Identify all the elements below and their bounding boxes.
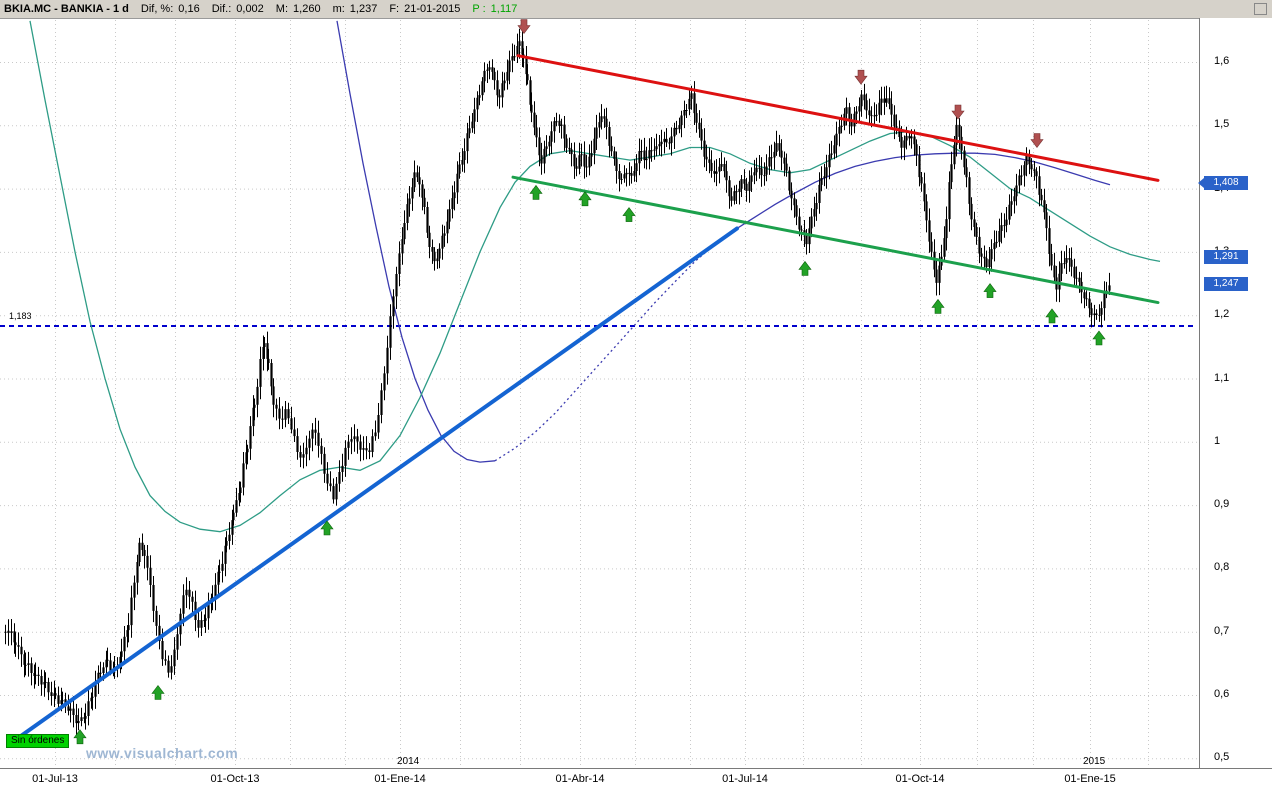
price-axis-label: 0,6 (1214, 688, 1230, 700)
price-axis-label: 1,1 (1214, 371, 1230, 384)
sell-arrow-icon (517, 19, 531, 34)
header-field-label: F: (389, 3, 400, 15)
chart-annotations: 2014 2015 (397, 756, 1106, 767)
candle-bodies (4, 41, 1111, 724)
price-axis-label: 1 (1214, 434, 1221, 447)
price-axis[interactable]: 1,61,51,41,31,21,110,90,80,70,60,51,4081… (1198, 18, 1272, 768)
visualchart-watermark: www.visualchart.com (86, 745, 239, 761)
year-label: 2014 (397, 756, 420, 767)
buy-arrow-icon (73, 729, 87, 745)
header-field-label: M: (275, 3, 289, 15)
grid (0, 20, 1197, 766)
orders-status-badge: Sin órdenes (6, 734, 70, 748)
price-marker-pointer-icon (1198, 177, 1204, 188)
header-field-value: 21-01-2015 (404, 3, 461, 15)
time-axis-label: 01-Ene-15 (1064, 773, 1116, 785)
buy-arrow-icon (931, 298, 945, 314)
header-field-value: 1,260 (293, 3, 321, 15)
buy-arrow-icon (1092, 330, 1106, 346)
header-quote-fields: Dif, %: 0,16 Dif.: 0,002 M: 1,260 m: 1,237 F: 21-… (129, 3, 518, 15)
time-axis[interactable]: 01-Jul-13 01-Oct-13 01-Ene-14 01-Abr-14 01-J… (0, 768, 1272, 792)
slow-moving-average-line (494, 229, 736, 462)
buy-arrow-icon (151, 685, 165, 700)
price-axis-label: 0,7 (1214, 624, 1230, 637)
fast-moving-average-line (29, 20, 1161, 533)
sell-arrow-icon (854, 69, 868, 85)
price-marker[interactable]: 1,291 (1204, 249, 1248, 264)
buy-arrow-icon (983, 283, 997, 298)
price-marker[interactable]: 1,408 (1198, 175, 1248, 190)
price-axis-label: 1,2 (1214, 308, 1230, 321)
price-marker[interactable]: 1,247 (1204, 277, 1248, 292)
sell-arrow-icon (1030, 133, 1044, 148)
trendline-downtrend-resistance[interactable] (516, 54, 1160, 182)
buy-arrow-icon (320, 520, 334, 536)
scrollbar-button[interactable] (1254, 3, 1267, 15)
price-axis-label: 1,6 (1214, 55, 1230, 67)
time-axis-label: 01-Jul-14 (722, 773, 768, 785)
price-level-label: 1,183 (8, 311, 33, 321)
buy-arrow-icon (622, 207, 636, 222)
trendlines (16, 54, 1160, 741)
chart-header-bar: BKIA.MC - BANKIA - 1 d Dif, %: 0,16 Dif.: 0,… (0, 0, 1272, 19)
header-field-label: P : (472, 3, 486, 15)
trendline-uptrend-support[interactable] (16, 226, 739, 741)
buy-arrow-icon (798, 260, 812, 276)
trendline-downtrend-support[interactable] (511, 175, 1160, 305)
header-field-value: 1,117 (490, 3, 518, 15)
signal-arrows (73, 19, 1106, 745)
time-axis-label: 01-Abr-14 (555, 773, 605, 785)
moving-averages (29, 20, 1161, 533)
year-label: 2015 (1083, 756, 1106, 767)
instrument-title: BKIA.MC - BANKIA - 1 d (4, 3, 129, 15)
buy-arrow-icon (529, 184, 543, 200)
price-axis-label: 0,9 (1214, 498, 1230, 511)
time-axis-label: 01-Oct-13 (210, 773, 260, 785)
buy-arrow-icon (578, 191, 592, 207)
header-field-value: 1,237 (349, 3, 378, 15)
price-axis-label: 0,8 (1214, 561, 1230, 574)
sell-arrow-icon (951, 104, 965, 120)
time-axis-label: 01-Oct-14 (895, 773, 945, 785)
header-field-value: 0,16 (178, 3, 200, 15)
slow-moving-average-line (734, 152, 1111, 231)
header-field-label: Dif, %: (140, 3, 174, 15)
header-field-label: m: (332, 3, 345, 15)
price-axis-label: 1,5 (1214, 118, 1230, 131)
time-axis-label: 01-Ene-14 (374, 773, 426, 785)
time-axis-label: 01-Jul-13 (32, 773, 78, 785)
header-field-label: Dif.: (211, 3, 232, 15)
buy-arrow-icon (1045, 308, 1059, 324)
slow-moving-average-line (336, 20, 496, 463)
candlestick-series (4, 28, 1111, 736)
price-axis-label: 0,5 (1214, 751, 1230, 764)
header-field-value: 0,002 (236, 3, 264, 15)
